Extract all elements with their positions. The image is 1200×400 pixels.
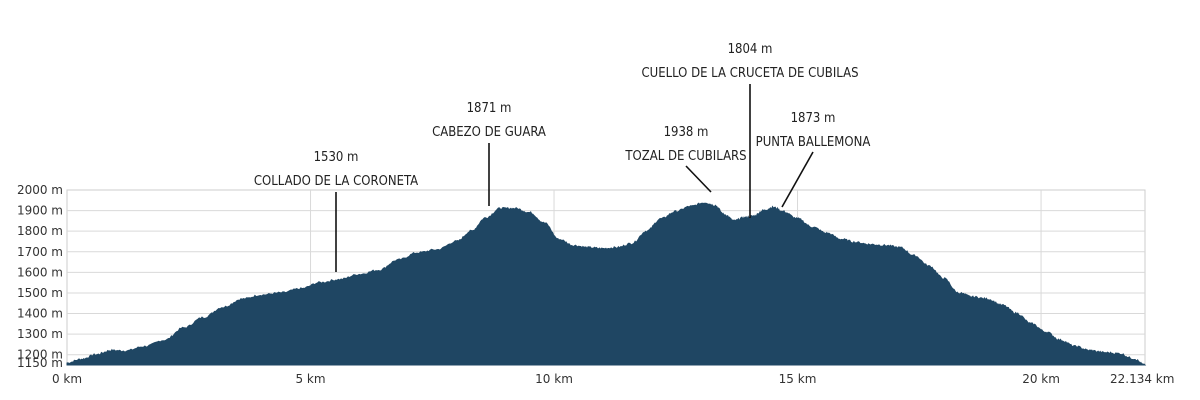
y-tick-label: 2000 m [17,183,63,197]
annotation-elevation: 1530 m [314,150,359,165]
x-tick-label: 10 km [535,372,573,386]
x-tick-label: 0 km [52,372,82,386]
x-tick-label: 5 km [295,372,325,386]
y-tick-label: 1900 m [17,204,63,218]
annotation-leader-line [685,165,712,193]
y-tick-label: 1150 m [17,356,63,370]
elevation-area [66,202,1147,366]
y-tick-label: 1600 m [17,265,63,279]
x-tick-label: 15 km [779,372,817,386]
annotation-name: TOZAL DE CUBILARS [624,149,746,164]
annotation-elevation: 1804 m [728,42,773,57]
annotation-elevation: 1871 m [467,101,512,116]
y-tick-label: 1400 m [17,307,63,321]
annotation-elevation: 1938 m [664,125,709,140]
y-tick-label: 1700 m [17,245,63,259]
y-tick-label: 1800 m [17,224,63,238]
x-tick-label: 20 km [1022,372,1060,386]
annotation-name: PUNTA BALLEMONA [756,135,871,150]
annotation-name: COLLADO DE LA CORONETA [254,174,418,189]
x-axis-ticks: 0 km 5 km 10 km 15 km 20 km 22.134 km [52,372,1175,386]
annotation-name: CABEZO DE GUARA [432,125,546,140]
annotations: 1530 m COLLADO DE LA CORONETA 1871 m CABEZO… [254,42,870,272]
annotation-leader-line [781,151,814,208]
y-tick-label: 1300 m [17,327,63,341]
annotation-elevation: 1873 m [791,111,836,126]
y-tick-label: 1200 m [17,348,63,362]
annotation-name: CUELLO DE LA CRUCETA DE CUBILAS [641,66,858,81]
area-series [66,202,1147,366]
y-tick-label: 1500 m [17,286,63,300]
x-tick-label: 22.134 km [1110,372,1174,386]
